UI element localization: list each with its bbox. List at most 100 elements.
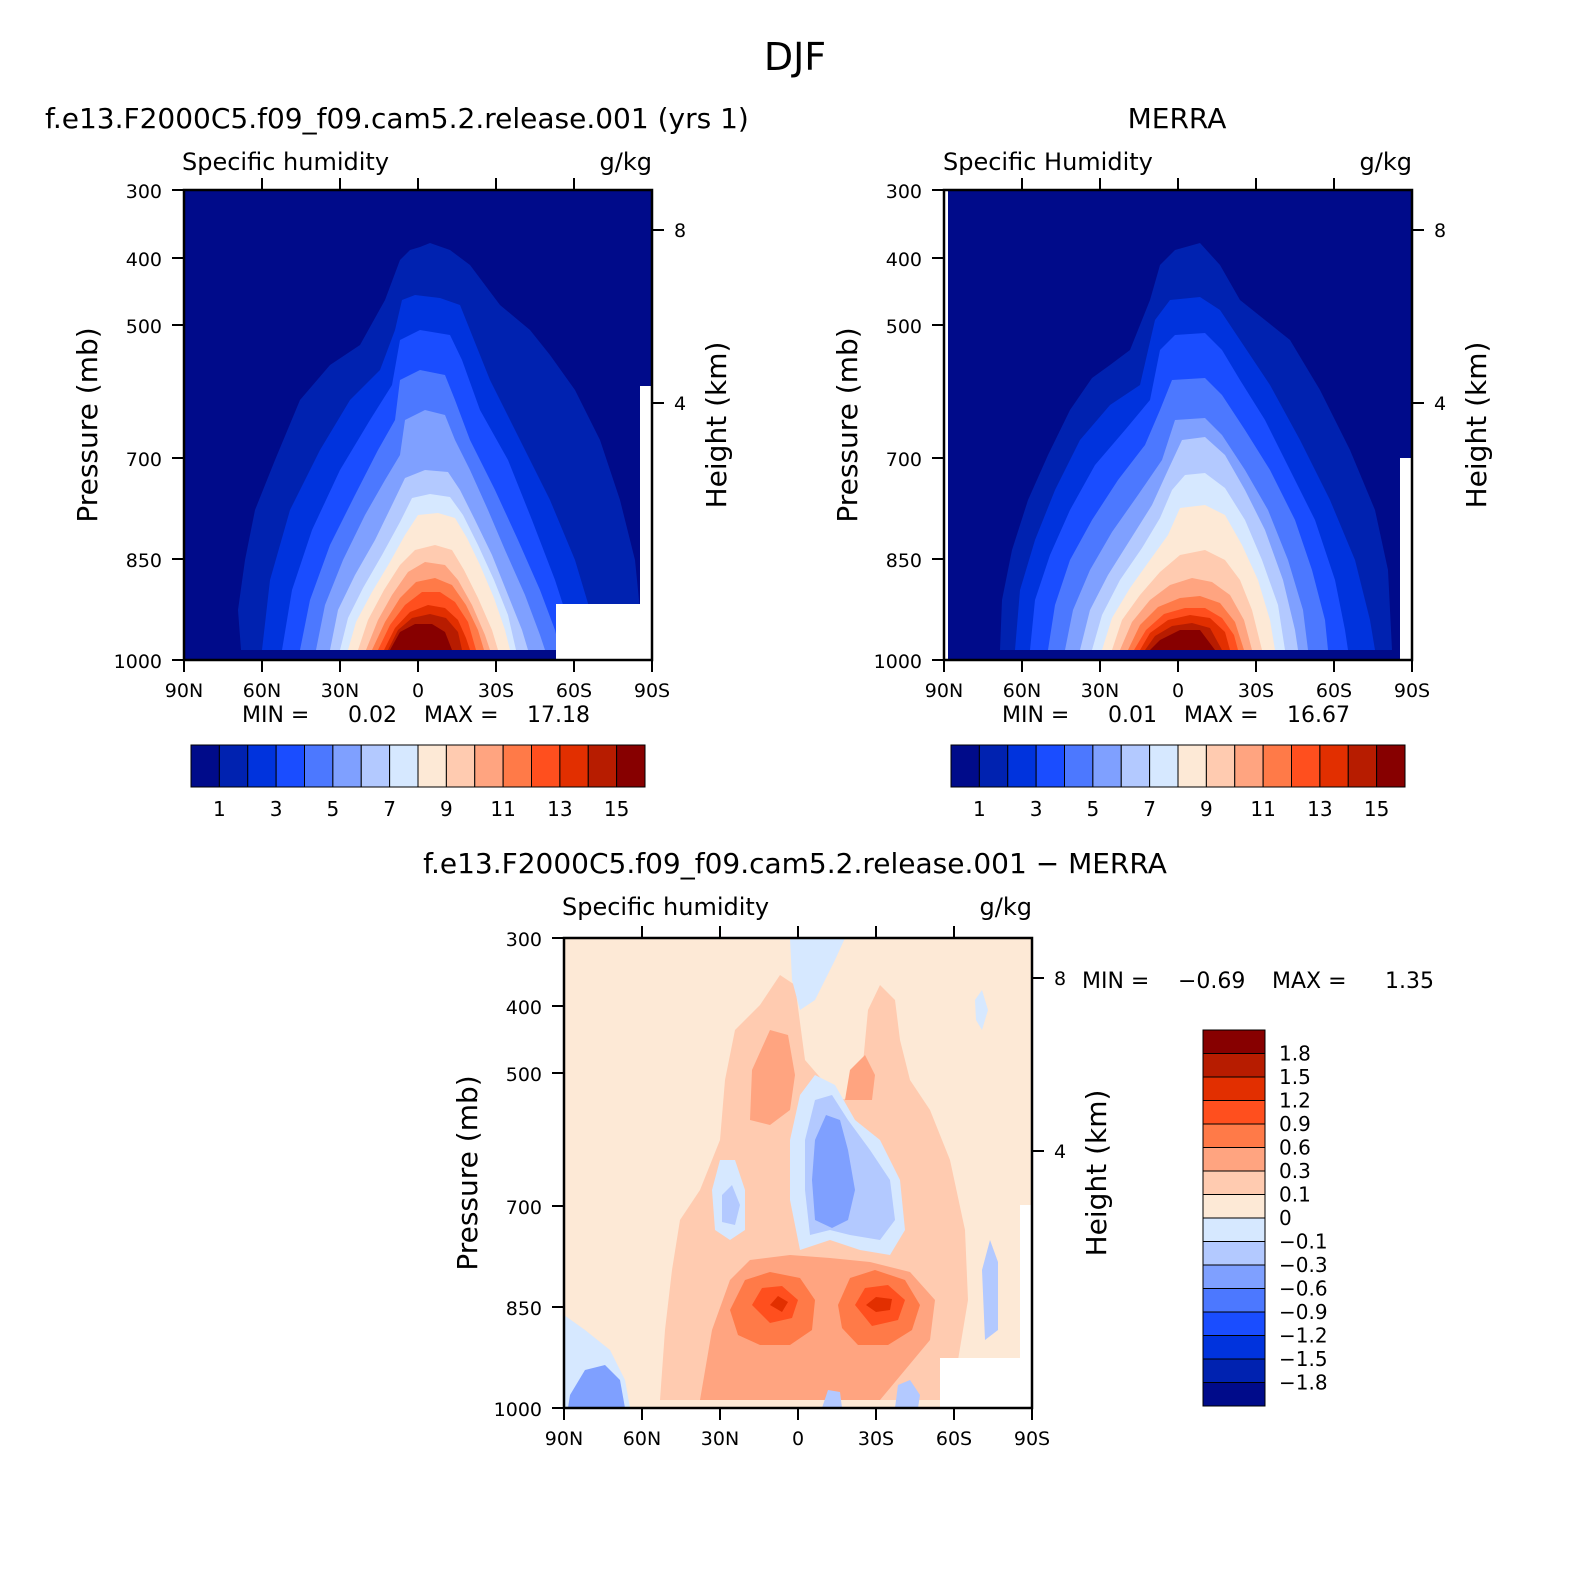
diff-case-title: f.e13.F2000C5.f09_f09.cam5.2.release.001… <box>423 847 1167 880</box>
model-colorbar-box-7 <box>360 744 391 788</box>
model-y-label-850: 850 <box>126 550 162 572</box>
model-colorbar-box-3 <box>247 744 277 788</box>
model-colorbar-label: 1 <box>213 797 226 821</box>
obs-y2-label-8: 8 <box>1434 220 1446 242</box>
model-axes: 300 400 500 700 850 1000 8 4 90N 60N 30N… <box>71 178 733 702</box>
obs-colorbar-box-6 <box>1092 744 1122 788</box>
model-colorbar: 1 3 5 7 9 11 13 15 <box>190 744 646 821</box>
obs-y-label-500: 500 <box>886 316 922 338</box>
diff-colorbar-label: −1.5 <box>1279 1347 1328 1371</box>
obs-axes: 300 400 500 700 850 1000 8 4 90N 60N 30N… <box>831 178 1493 702</box>
diff-colorbar-box-11 <box>1202 1264 1266 1289</box>
model-colorbar-label: 5 <box>327 797 340 821</box>
diff-colorbar-label: 0.3 <box>1279 1159 1311 1183</box>
diff-missing-edge <box>1020 1205 1032 1358</box>
diff-min-value: −0.69 <box>1178 969 1245 994</box>
diff-x-label-90n: 90N <box>545 1428 583 1450</box>
diff-neg-08 <box>568 1365 625 1408</box>
diff-colorbar-label: 1.2 <box>1279 1089 1311 1113</box>
obs-max-label: MAX = <box>1184 703 1259 728</box>
diff-axes: 300 400 500 700 850 1000 8 4 90N 60N 30N… <box>451 926 1113 1450</box>
diff-colorbar-label: 1.5 <box>1279 1065 1311 1089</box>
model-y2-label-4: 4 <box>674 393 686 415</box>
diff-y-label-850: 850 <box>506 1298 542 1320</box>
obs-minmax: MIN = 0.01 MAX = 16.67 <box>1002 703 1350 728</box>
obs-missing-edge-left <box>944 190 948 660</box>
diff-colorbar-label: −1.8 <box>1279 1371 1328 1395</box>
model-colorbar-box-10 <box>445 744 476 788</box>
obs-x-label-90n: 90N <box>925 680 963 702</box>
model-colorbar-box-6 <box>332 744 362 788</box>
diff-colorbar-box-1 <box>1202 1029 1266 1054</box>
diff-colorbar-box-13 <box>1202 1311 1266 1336</box>
diff-colorbar-box-6 <box>1202 1147 1266 1172</box>
diff-colorbar-box-15 <box>1202 1358 1266 1383</box>
diff-colorbar-label: −0.1 <box>1279 1230 1328 1254</box>
obs-colorbar-label: 7 <box>1143 797 1156 821</box>
model-x-label-60s: 60S <box>556 680 592 702</box>
model-x-label-30n: 30N <box>321 680 359 702</box>
diff-max-value: 1.35 <box>1385 969 1434 994</box>
obs-colorbar-box-2 <box>978 744 1009 788</box>
model-colorbar-label: 9 <box>440 797 453 821</box>
diff-colorbar-label: 1.8 <box>1279 1042 1311 1066</box>
model-colorbar-label: 15 <box>604 797 629 821</box>
obs-y2-axis-title: Height (km) <box>1460 342 1493 509</box>
diff-x-label-30s: 30S <box>858 1428 894 1450</box>
diff-x-label-0: 0 <box>792 1428 804 1450</box>
obs-y2-label-4: 4 <box>1434 393 1446 415</box>
model-colorbar-box-4 <box>275 744 306 788</box>
model-units-label: g/kg <box>600 148 652 176</box>
diff-max-label: MAX = <box>1272 969 1347 994</box>
diff-x-label-60n: 60N <box>623 1428 661 1450</box>
diff-minmax: MIN = −0.69 MAX = 1.35 <box>1082 969 1434 994</box>
model-y-label-400: 400 <box>126 249 162 271</box>
diff-pos-10 <box>770 1296 788 1312</box>
obs-min-label: MIN = <box>1002 703 1069 728</box>
diff-colorbar-box-3 <box>1202 1076 1266 1101</box>
diff-neg-12 <box>822 1390 842 1408</box>
obs-x-label-30s: 30S <box>1238 680 1274 702</box>
diff-colorbar-label: 0.1 <box>1279 1183 1311 1207</box>
diff-units-label: g/kg <box>980 893 1032 921</box>
model-y-label-700: 700 <box>126 449 162 471</box>
diff-x-label-90s: 90S <box>1014 1428 1050 1450</box>
model-x-label-0: 0 <box>412 680 424 702</box>
model-max-value: 17.18 <box>527 703 590 728</box>
obs-colorbar-label: 1 <box>973 797 986 821</box>
obs-colorbar-label: 9 <box>1200 797 1213 821</box>
diff-neg-11 <box>895 1380 920 1408</box>
diff-missing-terrain <box>940 1358 1032 1408</box>
model-colorbar-box-5 <box>304 744 334 788</box>
model-colorbar-box-9 <box>417 744 447 788</box>
diff-colorbar-box-2 <box>1202 1053 1266 1078</box>
model-colorbar-label: 7 <box>383 797 396 821</box>
obs-variable-label: Specific Humidity <box>943 148 1153 176</box>
diff-colorbar-label: −1.2 <box>1279 1324 1328 1348</box>
diff-neg-10 <box>975 990 988 1030</box>
diff-y-label-1000: 1000 <box>494 1399 542 1421</box>
model-x-label-90n: 90N <box>165 680 203 702</box>
obs-units-label: g/kg <box>1360 148 1412 176</box>
diff-neg-05 <box>722 1185 740 1225</box>
diff-neg-03 <box>812 1115 855 1228</box>
obs-y-label-850: 850 <box>886 550 922 572</box>
obs-colorbar: 1 3 5 7 9 11 13 15 <box>950 744 1406 821</box>
diff-y-label-700: 700 <box>506 1197 542 1219</box>
model-colorbar-label: 11 <box>490 797 515 821</box>
diff-x-label-30n: 30N <box>701 1428 739 1450</box>
model-x-label-60n: 60N <box>243 680 281 702</box>
model-colorbar-box-16 <box>616 744 646 788</box>
model-colorbar-box-2 <box>218 744 249 788</box>
diff-colorbar-box-9 <box>1202 1217 1266 1242</box>
model-band-15 <box>390 624 452 650</box>
diff-y2-axis-title: Height (km) <box>1080 1090 1113 1257</box>
diff-colorbar-label: −0.9 <box>1279 1300 1328 1324</box>
obs-colorbar-label: 13 <box>1307 797 1332 821</box>
panel-obs: MERRA Specific Humidity g/kg <box>831 102 1493 821</box>
diff-variable-label: Specific humidity <box>562 893 769 921</box>
obs-x-label-90s: 90S <box>1394 680 1430 702</box>
diff-y-label-300: 300 <box>506 929 542 951</box>
model-variable-label: Specific humidity <box>182 148 389 176</box>
